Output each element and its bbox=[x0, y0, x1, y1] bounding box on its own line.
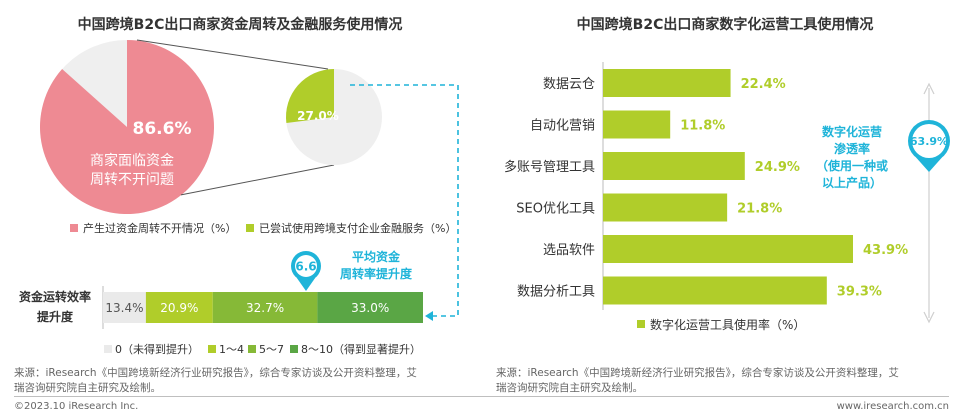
bar-category-label-3: 多账号管理工具 bbox=[504, 159, 595, 175]
stacked-legend-marker-4 bbox=[290, 345, 298, 353]
stacked-segment-2 bbox=[145, 292, 213, 323]
bar-category-label-2: 自动化营销 bbox=[530, 119, 595, 134]
pie1-inner-label-line1: 商家面临资金 bbox=[90, 152, 174, 169]
bar-value-label-2: 11.8% bbox=[680, 119, 725, 134]
bar-4 bbox=[603, 193, 728, 222]
bar-value-label-3: 24.9% bbox=[755, 160, 800, 175]
legend-marker-green bbox=[246, 224, 254, 232]
source-note-right: 来源：iResearch《中国跨境新经济行业研究报告》，综合专家访谈及公开资料整… bbox=[496, 366, 956, 396]
stacked-row-label-line2: 提升度 bbox=[37, 309, 74, 324]
source-right-line1: 来源：iResearch《中国跨境新经济行业研究报告》，综合专家访谈及公开资料整… bbox=[496, 367, 899, 379]
stacked-legend-label-4: 8～10（得到显著提升） bbox=[301, 342, 421, 356]
penetration-pin-value: 63.9% bbox=[910, 135, 948, 148]
source-right-line2: 瑞咨询研究院自主研究及绘制。 bbox=[496, 382, 643, 394]
source-left-line2: 瑞咨询研究院自主研究及绘制。 bbox=[14, 382, 161, 394]
bar-value-label-4: 21.8% bbox=[737, 202, 782, 217]
source-note-left: 来源：iResearch《中国跨境新经济行业研究报告》，综合专家访谈及公开资料整… bbox=[14, 366, 484, 396]
bar-1 bbox=[603, 69, 731, 97]
penetration-annotation-line1: 数字化运营 bbox=[822, 124, 882, 139]
efficiency-pin-inner bbox=[295, 255, 317, 277]
bar-6 bbox=[603, 276, 827, 305]
stacked-legend-label-2: 1～4 bbox=[219, 343, 244, 356]
stacked-segment-1 bbox=[103, 292, 146, 323]
right-legend-marker bbox=[637, 320, 645, 328]
stacked-row-label-line1: 资金运转效率 bbox=[19, 289, 91, 304]
bar-category-label-5: 选品软件 bbox=[543, 243, 595, 258]
penetration-bracket-arrow-bottom bbox=[923, 311, 935, 324]
pie1-slice bbox=[39, 40, 215, 214]
source-left-line1: 来源：iResearch《中国跨境新经济行业研究报告》，综合专家访谈及公开资料整… bbox=[14, 367, 417, 379]
stacked-segment-label-1: 13.4% bbox=[105, 301, 143, 315]
bar-3 bbox=[603, 152, 745, 180]
footer-divider bbox=[14, 396, 949, 397]
stacked-segment-3 bbox=[212, 292, 318, 323]
bar-category-label-6: 数据分析工具 bbox=[517, 285, 595, 300]
legend-label-green: 已尝试使用跨境支付企业金融服务（%） bbox=[259, 221, 456, 235]
penetration-annotation-line4: 以上产品） bbox=[822, 175, 882, 190]
footer-copyright: ©2023.10 iResearch Inc. bbox=[14, 401, 139, 412]
efficiency-annotation-line2: 周转率提升度 bbox=[340, 266, 413, 281]
right-chart-title: 中国跨境B2C出口商家数字化运营工具使用情况 bbox=[577, 16, 874, 33]
penetration-annotation-line3: （使用一种或 bbox=[816, 158, 888, 173]
right-legend-label: 数字化运营工具使用率（%） bbox=[650, 317, 805, 332]
bar-category-label-4: SEO优化工具 bbox=[516, 202, 595, 217]
left-chart: 中国跨境B2C出口商家资金周转及金融服务使用情况 86.6% 商家面临资金周转不开问… bbox=[19, 16, 459, 356]
penetration-pin-inner bbox=[912, 124, 946, 158]
stacked-legend-marker-3 bbox=[248, 345, 256, 353]
penetration-bracket-arrow-top bbox=[923, 82, 935, 95]
stacked-legend-label-1: 0（未得到提升） bbox=[115, 343, 199, 356]
stacked-segment-label-3: 32.7% bbox=[246, 301, 284, 315]
stacked-segment-label-4: 33.0% bbox=[351, 301, 389, 315]
pie2-slice bbox=[286, 69, 334, 124]
bar-value-label-6: 39.3% bbox=[837, 285, 882, 300]
efficiency-pin-tip bbox=[296, 277, 316, 291]
stacked-legend-label-3: 5～7 bbox=[259, 343, 284, 356]
stacked-segment-label-2: 20.9% bbox=[160, 301, 198, 315]
efficiency-pin-value: 6.6 bbox=[295, 259, 316, 273]
bar-value-label-1: 22.4% bbox=[741, 77, 786, 92]
legend-marker-pink bbox=[70, 224, 78, 232]
efficiency-annotation-line1: 平均资金 bbox=[352, 249, 401, 264]
pie1-value-label: 86.6% bbox=[133, 119, 192, 139]
footer-website: www.iresearch.com.cn bbox=[836, 401, 949, 412]
stacked-legend-marker-1 bbox=[104, 345, 112, 353]
pie1-inner-label-line2: 周转不开问题 bbox=[90, 172, 174, 188]
pie2-value-label: 27.0% bbox=[297, 109, 339, 123]
left-chart-title: 中国跨境B2C出口商家资金周转及金融服务使用情况 bbox=[78, 16, 403, 33]
stacked-legend-marker-2 bbox=[208, 345, 216, 353]
connector-top bbox=[136, 39, 329, 70]
legend-label-pink: 产生过资金周转不开情况（%） bbox=[83, 221, 236, 235]
penetration-pin-tip bbox=[915, 157, 943, 172]
bar-2 bbox=[603, 110, 671, 139]
dashed-connector-arrow bbox=[425, 311, 433, 321]
bar-5 bbox=[603, 235, 853, 263]
connector-bottom bbox=[180, 164, 335, 196]
stacked-segment-4 bbox=[317, 292, 423, 323]
dashed-connector bbox=[350, 84, 459, 317]
bar-value-label-5: 43.9% bbox=[863, 243, 908, 258]
bar-category-label-1: 数据云仓 bbox=[543, 77, 595, 92]
penetration-annotation-line2: 渗透率 bbox=[834, 141, 870, 156]
